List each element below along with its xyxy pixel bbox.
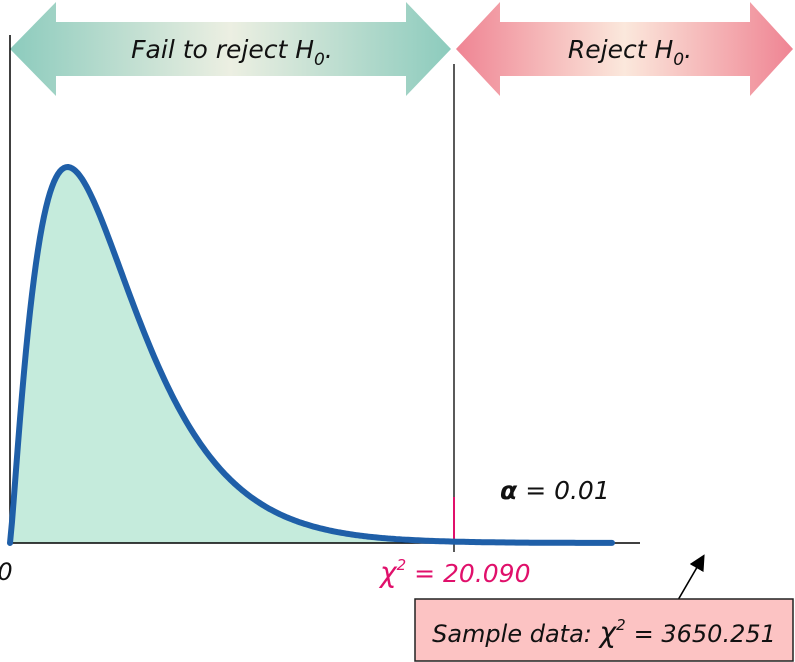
reject-label: Reject H0. (568, 35, 692, 70)
sample-pointer-arrow (677, 554, 705, 601)
alpha-label: α = 0.01 (500, 476, 610, 505)
fail-to-reject-label: Fail to reject H0. (131, 35, 333, 70)
reject-region-arrow (456, 2, 793, 96)
sample-data-label: Sample data: χ2 = 3650.251 (432, 616, 776, 649)
sample-data-box (414, 598, 794, 662)
fail-to-reject-region-arrow (10, 2, 451, 96)
fail-to-reject-area (10, 167, 454, 543)
chi-square-density-curve (7, 164, 615, 546)
origin-label: 0 (0, 558, 13, 586)
critical-value-label: χ2 = 20.090 (378, 556, 531, 589)
